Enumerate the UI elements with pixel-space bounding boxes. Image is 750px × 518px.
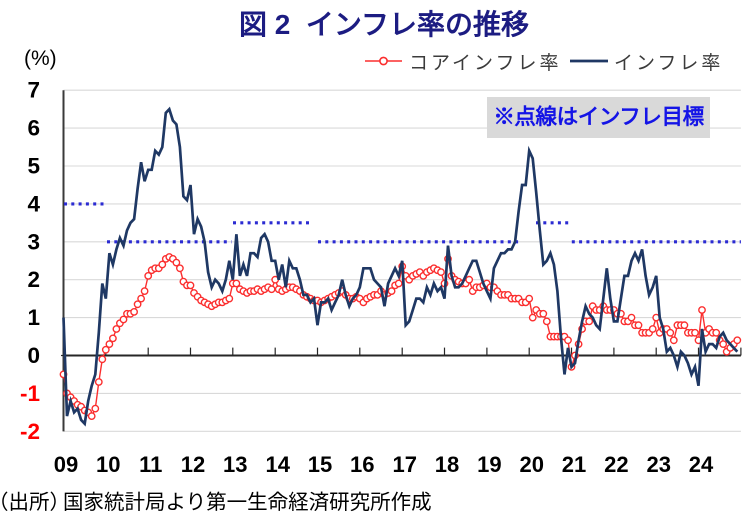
svg-text:22: 22 bbox=[604, 452, 628, 477]
svg-text:11: 11 bbox=[139, 452, 162, 477]
svg-text:24: 24 bbox=[689, 452, 714, 477]
svg-text:17: 17 bbox=[392, 452, 416, 477]
svg-text:23: 23 bbox=[646, 452, 670, 477]
svg-text:09: 09 bbox=[54, 452, 78, 477]
svg-text:12: 12 bbox=[181, 452, 205, 477]
svg-text:20: 20 bbox=[519, 452, 543, 477]
svg-text:18: 18 bbox=[435, 452, 459, 477]
svg-text:1: 1 bbox=[27, 305, 40, 330]
svg-text:21: 21 bbox=[562, 452, 586, 477]
svg-text:-2: -2 bbox=[20, 419, 40, 444]
svg-text:6: 6 bbox=[27, 116, 40, 141]
svg-text:7: 7 bbox=[27, 78, 40, 103]
svg-text:3: 3 bbox=[27, 229, 40, 254]
svg-text:19: 19 bbox=[477, 452, 501, 477]
svg-text:15: 15 bbox=[308, 452, 332, 477]
svg-text:-1: -1 bbox=[20, 381, 40, 406]
svg-text:13: 13 bbox=[223, 452, 247, 477]
svg-text:4: 4 bbox=[27, 191, 40, 216]
svg-text:5: 5 bbox=[27, 154, 40, 179]
svg-text:14: 14 bbox=[265, 452, 290, 477]
svg-text:2: 2 bbox=[27, 267, 40, 292]
svg-text:0: 0 bbox=[27, 343, 40, 368]
svg-text:16: 16 bbox=[350, 452, 374, 477]
svg-text:10: 10 bbox=[96, 452, 120, 477]
